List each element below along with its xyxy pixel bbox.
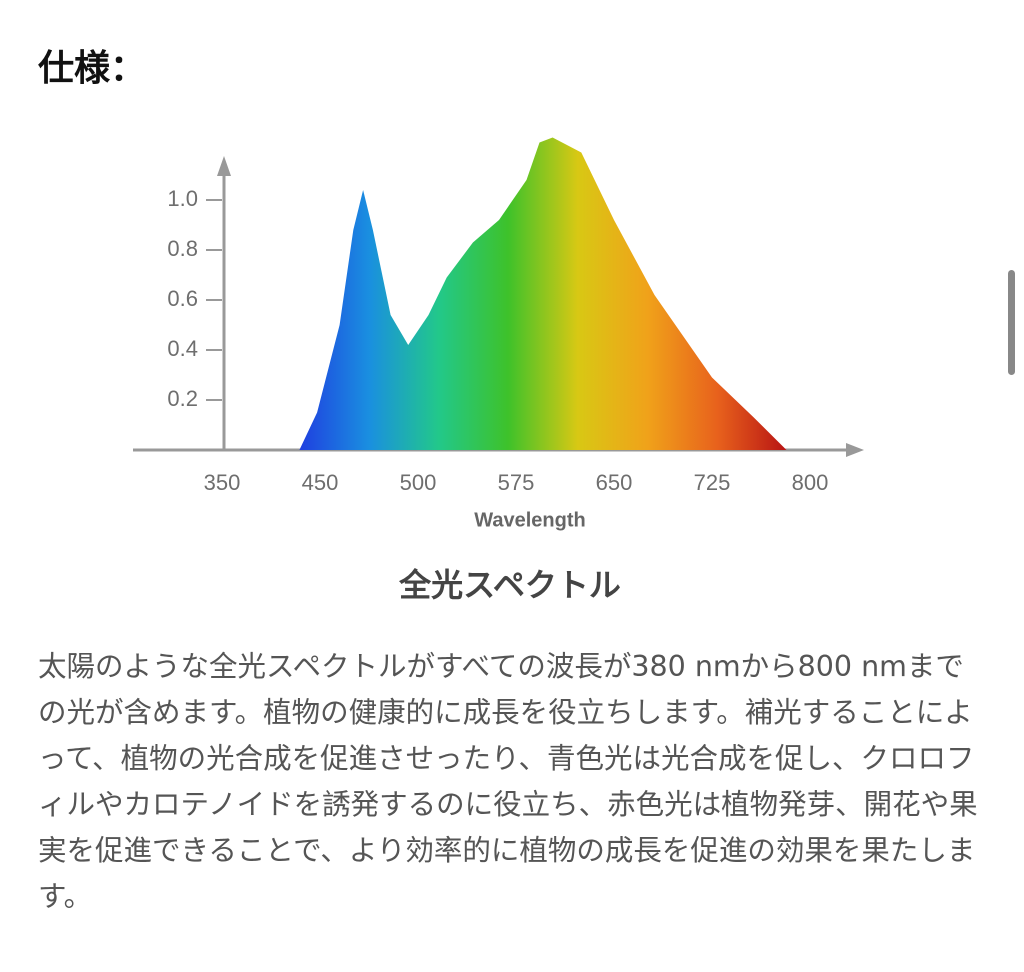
scrollbar[interactable]	[1008, 270, 1015, 375]
spectrum-area	[299, 137, 787, 450]
y-tick-label: 1.0	[167, 186, 198, 211]
y-tick-label: 0.2	[167, 386, 198, 411]
x-tick-label: 725	[694, 470, 731, 495]
x-tick-label: 800	[792, 470, 829, 495]
chart-caption: 全光スペクトル	[398, 566, 621, 604]
y-tick-label: 0.6	[167, 286, 198, 311]
y-tick-label: 0.8	[167, 236, 198, 261]
chart: 仕様： Wavelength 全光スペクトル 0.2 0.4 0.6 0.8 1.0 35…	[38, 48, 864, 604]
x-tick-label: 450	[302, 470, 339, 495]
x-tick-label: 350	[204, 470, 241, 495]
x-axis-label: Wavelength	[474, 509, 586, 531]
page-title: 仕様：	[38, 48, 146, 89]
y-axis-arrow	[217, 156, 231, 176]
x-tick-label: 575	[498, 470, 535, 495]
y-tick-label: 0.4	[167, 336, 198, 361]
x-axis-arrow	[846, 443, 864, 457]
x-tick-label: 650	[596, 470, 633, 495]
x-tick-label: 500	[400, 470, 437, 495]
description: 太陽のような全光スペクトルがすべての波長が380 nmから800 nmまでの光が…	[38, 650, 978, 913]
